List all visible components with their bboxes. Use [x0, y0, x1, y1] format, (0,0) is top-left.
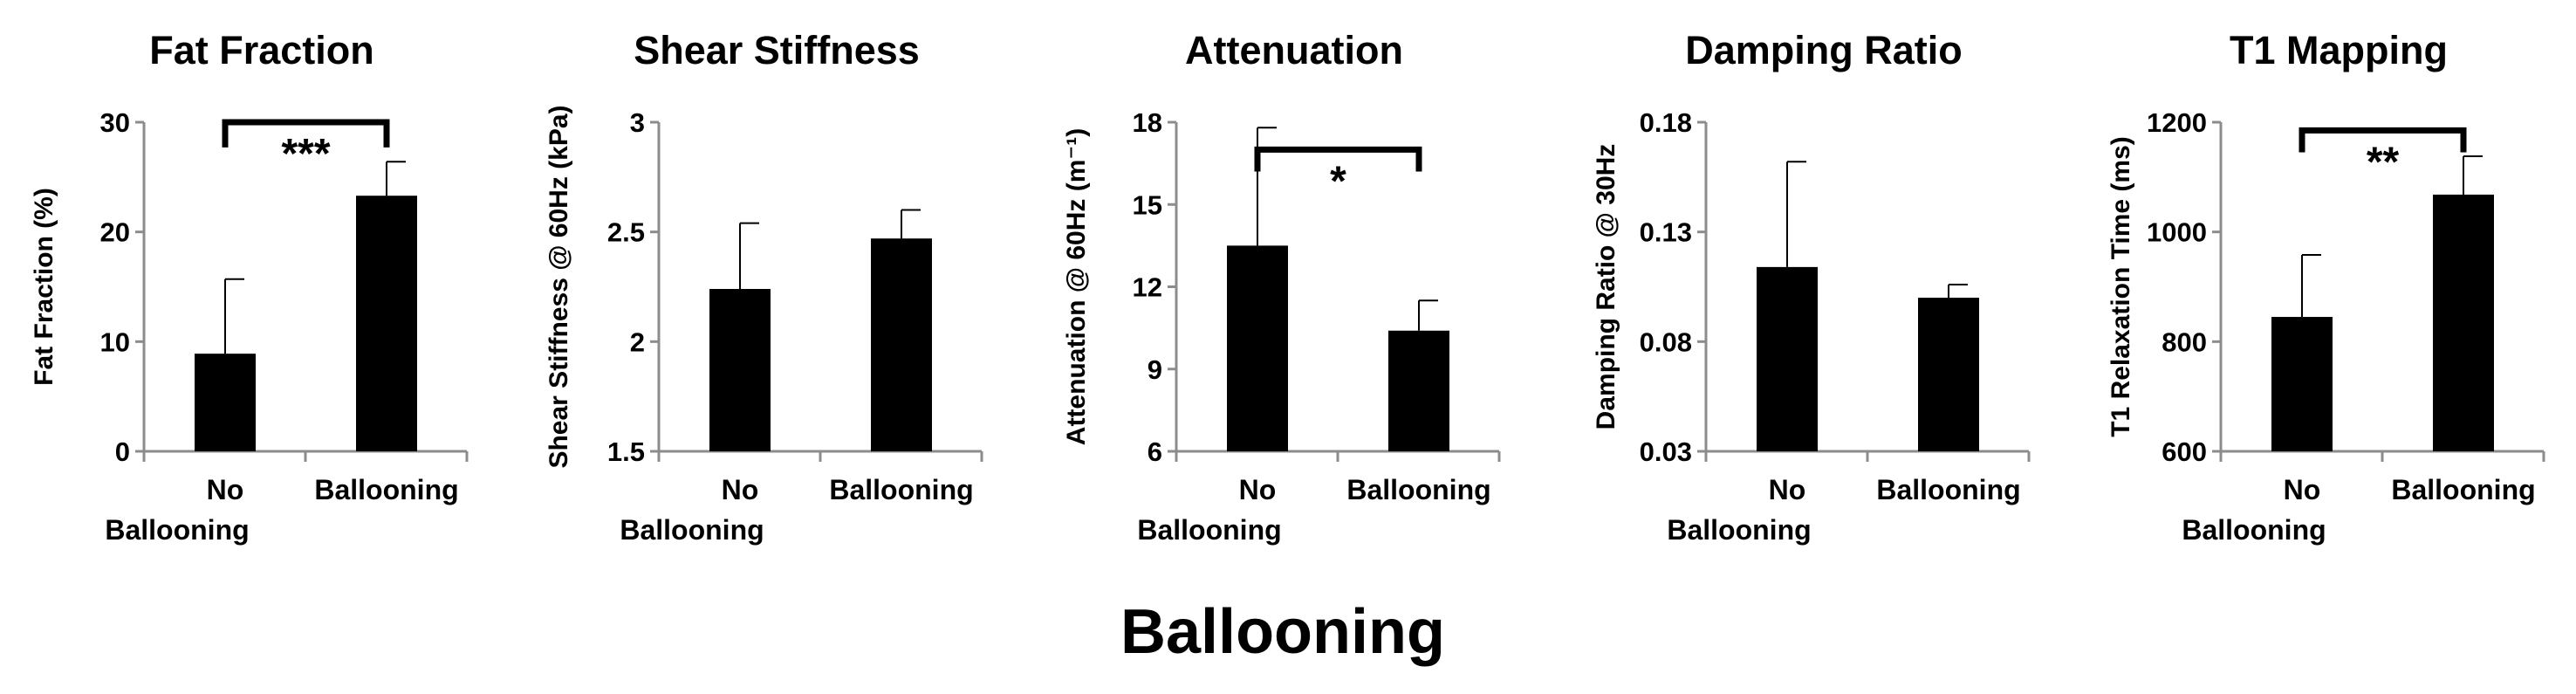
category-label: No	[722, 474, 759, 505]
chart-title: Shear Stiffness	[634, 28, 920, 72]
significance-bracket	[2299, 127, 2467, 153]
chart-panel: Damping Ratio Damping Ratio @ 30Hz 0.03 0.0…	[1592, 28, 2031, 546]
y-axis-label: Shear Stiffness @ 60Hz (kPa)	[545, 105, 573, 468]
y-tick-label: 3	[630, 107, 645, 138]
y-axis-label: Attenuation @ 60Hz (m⁻¹)	[1062, 128, 1091, 445]
y-tick-label: 0.18	[1640, 107, 1692, 138]
y-tick-label: 2.5	[607, 217, 645, 248]
bar-0	[1757, 266, 1818, 451]
category-label: Ballooning	[105, 514, 249, 546]
figure-title: Ballooning	[1120, 597, 1445, 667]
bar-1	[1388, 330, 1449, 451]
chart-title: Fat Fraction	[149, 28, 374, 72]
y-axis-label: Damping Ratio @ 30Hz	[1592, 144, 1620, 430]
chart-panel: Attenuation Attenuation @ 60Hz (m⁻¹) 6 9 12 1…	[1062, 28, 1501, 546]
y-tick-label: 30	[100, 107, 130, 138]
category-label: Ballooning	[314, 474, 458, 505]
category-label: Ballooning	[1346, 474, 1490, 505]
category-label: No	[1769, 474, 1806, 505]
significance-bracket	[1254, 146, 1422, 172]
category-label: Ballooning	[829, 474, 973, 505]
significance-label: ***	[281, 131, 330, 177]
bar-1	[356, 196, 417, 452]
y-tick-label: 2	[630, 326, 645, 357]
y-axis-label: T1 Relaxation Time (ms)	[2107, 136, 2135, 437]
chart-panel: T1 Mapping T1 Relaxation Time (ms) 600 800 1…	[2107, 28, 2545, 546]
y-tick-label: 0.08	[1640, 326, 1692, 357]
chart-panel: Fat Fraction Fat Fraction (%) 0 10 20 30 No Bal…	[30, 28, 469, 546]
bar-1	[2433, 194, 2494, 451]
y-tick-label: 800	[2162, 326, 2207, 357]
y-tick-label: 0.03	[1640, 436, 1692, 467]
category-label: Ballooning	[1876, 474, 2020, 505]
category-label: Ballooning	[1137, 514, 1281, 546]
category-label: Ballooning	[620, 514, 764, 546]
bar-1	[871, 238, 932, 451]
bar-0	[2271, 317, 2333, 451]
category-label: No	[207, 474, 244, 505]
y-tick-label: 12	[1133, 272, 1162, 303]
y-tick-label: 1200	[2147, 107, 2207, 138]
bar-0	[1227, 245, 1288, 451]
significance-label: *	[1330, 158, 1346, 204]
category-label: No	[1239, 474, 1277, 505]
y-tick-label: 20	[100, 217, 130, 248]
chart-title: Damping Ratio	[1685, 28, 1963, 72]
y-tick-label: 10	[100, 326, 130, 357]
significance-bracket	[222, 119, 390, 148]
y-axis-label: Fat Fraction (%)	[30, 188, 58, 386]
category-label: Ballooning	[1667, 514, 1811, 546]
chart-panel: Shear Stiffness Shear Stiffness @ 60Hz (k…	[545, 28, 983, 546]
bar-0	[195, 354, 256, 451]
y-tick-label: 18	[1133, 107, 1162, 138]
y-tick-label: 6	[1148, 436, 1162, 467]
chart-title: T1 Mapping	[2230, 28, 2448, 72]
y-tick-label: 9	[1148, 354, 1162, 385]
category-label: Ballooning	[2182, 514, 2326, 546]
chart-title: Attenuation	[1185, 28, 1403, 72]
category-label: Ballooning	[2391, 474, 2535, 505]
bar-0	[709, 289, 771, 451]
y-tick-label: 600	[2162, 436, 2207, 467]
y-tick-label: 1.5	[607, 436, 645, 467]
bar-1	[1918, 298, 1979, 451]
y-tick-label: 0.13	[1640, 217, 1692, 248]
category-label: No	[2284, 474, 2321, 505]
significance-label: **	[2367, 139, 2400, 185]
y-tick-label: 0	[115, 436, 130, 467]
y-tick-label: 15	[1133, 189, 1162, 220]
y-tick-label: 1000	[2147, 217, 2207, 248]
chart-panels: Fat Fraction Fat Fraction (%) 0 10 20 30 No Bal…	[30, 28, 2545, 546]
